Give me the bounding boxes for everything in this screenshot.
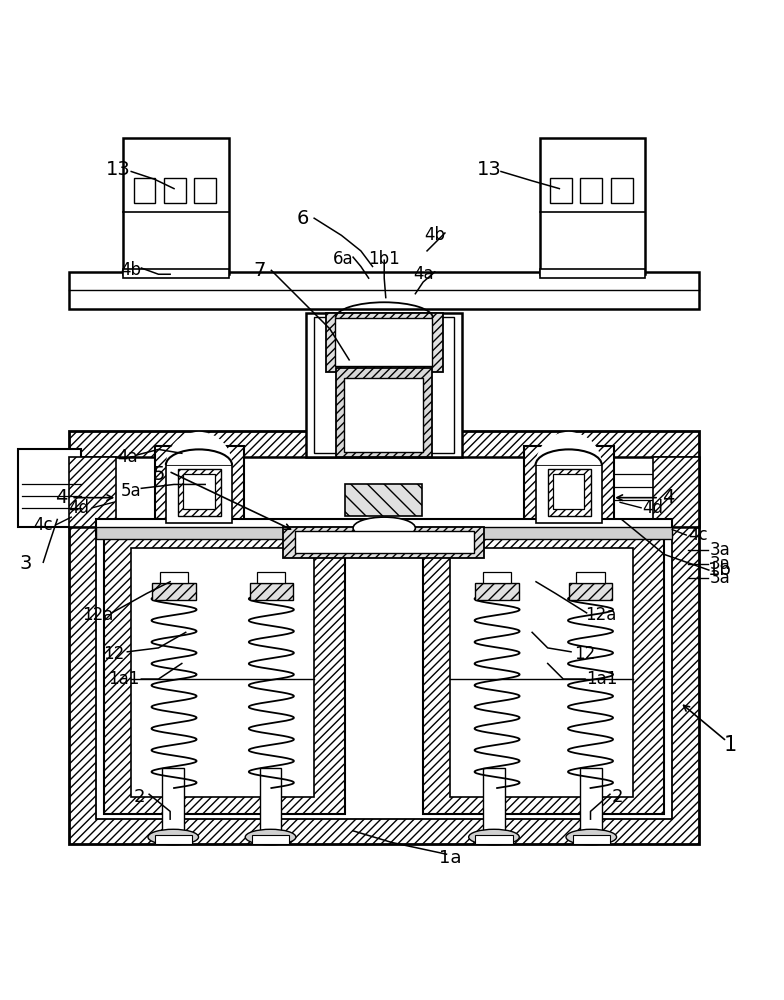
Text: 3a: 3a: [710, 555, 731, 573]
Text: 12: 12: [103, 645, 124, 663]
Ellipse shape: [566, 829, 616, 845]
Bar: [653, 457, 699, 527]
Text: 4b: 4b: [424, 226, 445, 244]
Bar: [260, 768, 281, 843]
Text: 1b: 1b: [707, 561, 731, 579]
Text: 4c: 4c: [34, 516, 53, 534]
Text: 13: 13: [477, 160, 502, 179]
Bar: [123, 269, 228, 278]
Bar: [336, 318, 433, 366]
Text: 12a: 12a: [82, 606, 114, 624]
Text: 4: 4: [662, 488, 674, 507]
Bar: [450, 548, 633, 797]
Bar: [536, 465, 602, 523]
Bar: [162, 768, 184, 843]
Bar: [154, 446, 244, 527]
Text: 1a: 1a: [439, 849, 462, 867]
Bar: [345, 484, 422, 516]
Bar: [249, 583, 293, 600]
Bar: [257, 572, 285, 583]
Text: 2: 2: [612, 788, 623, 806]
Bar: [548, 469, 590, 516]
Text: 6a: 6a: [332, 250, 354, 268]
Bar: [568, 583, 612, 600]
Text: 13: 13: [106, 160, 130, 179]
Bar: [96, 519, 672, 535]
Text: 4c: 4c: [688, 526, 708, 544]
Bar: [166, 465, 232, 523]
Bar: [152, 583, 196, 600]
Bar: [524, 446, 614, 527]
Bar: [96, 461, 672, 819]
Text: 5: 5: [152, 465, 165, 484]
Bar: [104, 511, 345, 814]
Text: 4a: 4a: [413, 265, 434, 283]
Text: 7: 7: [253, 261, 266, 280]
Bar: [336, 368, 432, 457]
Bar: [133, 178, 155, 203]
Text: 1: 1: [724, 735, 737, 755]
Bar: [611, 178, 633, 203]
Bar: [69, 457, 699, 527]
Ellipse shape: [245, 829, 296, 845]
Bar: [164, 178, 186, 203]
Bar: [307, 313, 462, 457]
Text: 1a1: 1a1: [107, 670, 139, 688]
Ellipse shape: [353, 517, 416, 539]
Bar: [96, 527, 672, 539]
Text: 6: 6: [296, 209, 309, 228]
Bar: [160, 572, 188, 583]
Bar: [18, 449, 81, 527]
Text: 1b1: 1b1: [368, 250, 400, 268]
Wedge shape: [535, 432, 602, 465]
Bar: [576, 572, 604, 583]
Bar: [69, 457, 116, 527]
Bar: [540, 269, 645, 278]
Bar: [283, 527, 484, 558]
Bar: [483, 768, 505, 843]
Text: 1a1: 1a1: [586, 670, 618, 688]
Bar: [580, 178, 602, 203]
Bar: [580, 768, 602, 843]
Text: 4a: 4a: [117, 448, 138, 466]
Text: 4: 4: [55, 488, 67, 507]
Text: 4b: 4b: [121, 261, 142, 279]
Bar: [326, 313, 443, 372]
Text: 12: 12: [575, 645, 596, 663]
Bar: [69, 272, 699, 309]
Bar: [554, 474, 584, 509]
Bar: [178, 469, 221, 516]
Bar: [131, 548, 314, 797]
Bar: [69, 431, 699, 844]
Bar: [475, 835, 513, 844]
Bar: [423, 511, 665, 814]
Text: 2: 2: [133, 788, 145, 806]
Bar: [295, 531, 474, 553]
Bar: [314, 317, 454, 453]
Bar: [183, 474, 215, 509]
Bar: [343, 378, 423, 452]
Bar: [475, 583, 519, 600]
Bar: [194, 178, 216, 203]
Bar: [123, 138, 228, 274]
Wedge shape: [166, 432, 232, 465]
Ellipse shape: [469, 829, 519, 845]
Bar: [540, 138, 645, 274]
Text: 12a: 12a: [585, 606, 616, 624]
Bar: [154, 835, 192, 844]
Bar: [252, 835, 289, 844]
Bar: [572, 835, 610, 844]
Text: 3a: 3a: [710, 541, 731, 559]
Text: 4d: 4d: [642, 499, 663, 517]
Bar: [483, 572, 511, 583]
Bar: [550, 178, 572, 203]
Text: 5a: 5a: [121, 482, 142, 500]
Ellipse shape: [148, 829, 198, 845]
Text: 3: 3: [20, 554, 32, 573]
Text: 3a: 3a: [710, 569, 731, 587]
Text: 4d: 4d: [68, 499, 89, 517]
